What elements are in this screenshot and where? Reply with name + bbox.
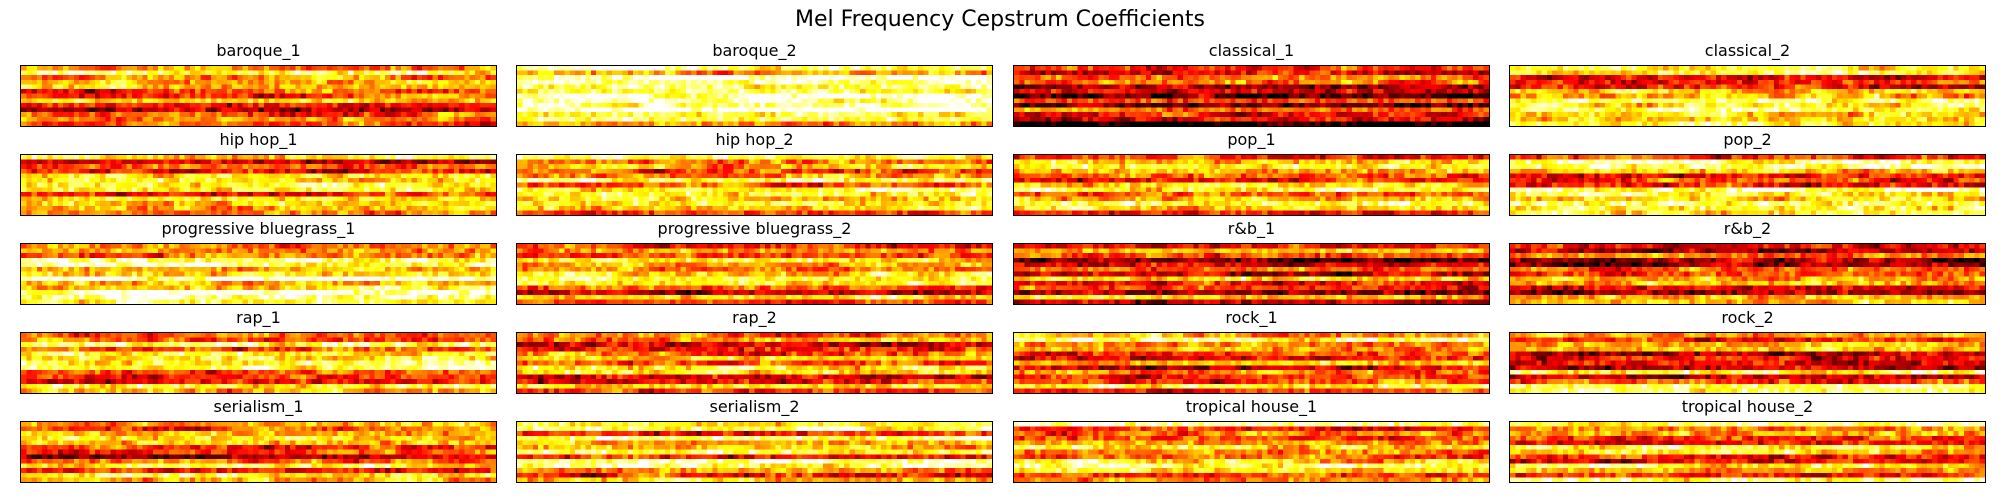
- panel-title: pop_1: [1227, 130, 1276, 149]
- heatmap-image: [517, 155, 992, 215]
- heatmap-panel: [516, 154, 993, 216]
- heatmap-image: [1510, 66, 1985, 126]
- heatmap-panel: [1509, 65, 1986, 127]
- heatmap-panel: [516, 243, 993, 305]
- heatmap-panel: [516, 65, 993, 127]
- panel-title: progressive bluegrass_1: [161, 219, 356, 238]
- heatmap-panel: [1013, 421, 1490, 483]
- heatmap-panel: [1509, 332, 1986, 394]
- heatmap-image: [21, 66, 496, 126]
- heatmap-panel: [516, 332, 993, 394]
- heatmap-image: [1014, 244, 1489, 304]
- heatmap-image: [517, 422, 992, 482]
- heatmap-image: [21, 422, 496, 482]
- panel-title: hip hop_1: [219, 130, 298, 149]
- panel-title: tropical house_2: [1681, 397, 1814, 416]
- heatmap-image: [1510, 155, 1985, 215]
- heatmap-image: [1510, 422, 1985, 482]
- heatmap-panel: [20, 421, 497, 483]
- heatmap-image: [21, 333, 496, 393]
- panel-title: progressive bluegrass_2: [657, 219, 852, 238]
- panel-title: baroque_1: [216, 41, 301, 60]
- panel-title: rap_2: [732, 308, 777, 327]
- heatmap-panel: [1013, 65, 1490, 127]
- heatmap-image: [1510, 333, 1985, 393]
- panel-title: classical_2: [1704, 41, 1791, 60]
- chart-title: Mel Frequency Cepstrum Coefficients: [794, 7, 1206, 32]
- panel-title: rap_1: [236, 308, 281, 327]
- panel-title: hip hop_2: [715, 130, 794, 149]
- panel-title: rock_1: [1225, 308, 1278, 327]
- panel-title: serialism_1: [213, 397, 304, 416]
- panel-title: r&b_2: [1723, 219, 1772, 238]
- heatmap-panel: [1509, 154, 1986, 216]
- heatmap-image: [21, 155, 496, 215]
- panel-title: tropical house_1: [1185, 397, 1318, 416]
- heatmap-image: [517, 244, 992, 304]
- heatmap-image: [21, 244, 496, 304]
- heatmap-image: [1014, 333, 1489, 393]
- panel-title: rock_2: [1721, 308, 1774, 327]
- panel-title: r&b_1: [1227, 219, 1276, 238]
- panel-title: baroque_2: [712, 41, 797, 60]
- heatmap-panel: [1013, 332, 1490, 394]
- heatmap-panel: [516, 421, 993, 483]
- heatmap-panel: [20, 65, 497, 127]
- heatmap-panel: [20, 154, 497, 216]
- heatmap-panel: [1013, 154, 1490, 216]
- heatmap-image: [1014, 422, 1489, 482]
- heatmap-image: [517, 66, 992, 126]
- heatmap-image: [1510, 244, 1985, 304]
- panel-title: classical_1: [1208, 41, 1295, 60]
- panel-title: serialism_2: [709, 397, 800, 416]
- heatmap-panel: [1509, 421, 1986, 483]
- heatmap-panel: [20, 332, 497, 394]
- heatmap-panel: [1013, 243, 1490, 305]
- heatmap-panel: [20, 243, 497, 305]
- heatmap-image: [1014, 66, 1489, 126]
- heatmap-image: [1014, 155, 1489, 215]
- heatmap-panel: [1509, 243, 1986, 305]
- panel-title: pop_2: [1723, 130, 1772, 149]
- heatmap-image: [517, 333, 992, 393]
